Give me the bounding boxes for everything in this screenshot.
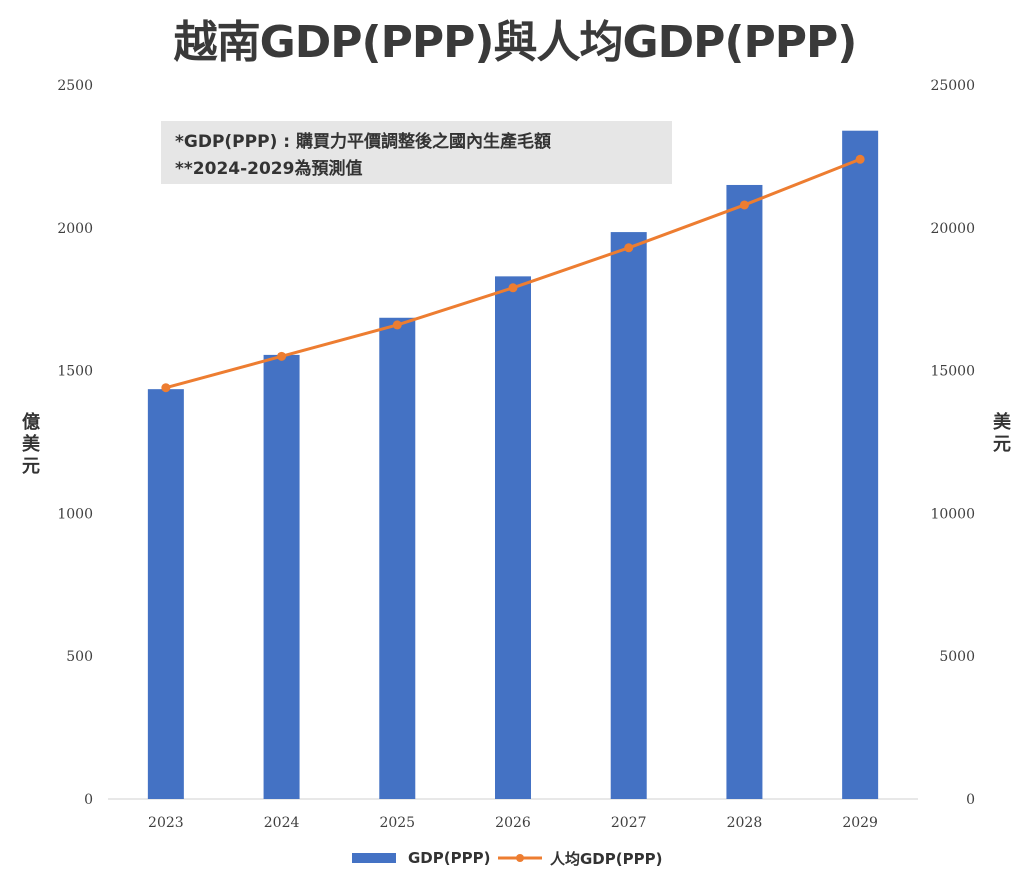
note-box: *GDP(PPP) : 購買力平價調整後之國內生產毛額 **2024-2029為… [161, 121, 672, 184]
legend-bar-swatch [352, 853, 396, 863]
note-line-1: *GDP(PPP) : 購買力平價調整後之國內生產毛額 [175, 132, 551, 152]
gdp-bar-2025 [379, 317, 416, 799]
left-axis-ticks: 0 500 1000 1500 2000 2500 [57, 78, 93, 808]
legend: GDP(PPP) 人均GDP(PPP) [0, 846, 1030, 870]
gdp-bar-2028 [726, 184, 763, 799]
right-axis-title: 美元 [993, 412, 1011, 455]
per-capita-point-2028 [739, 200, 749, 210]
right-tick-label: 5000 [939, 649, 975, 665]
x-tick-label: 2028 [727, 815, 763, 831]
left-tick-label: 1500 [57, 364, 93, 380]
left-tick-label: 1000 [57, 506, 93, 522]
left-tick-label: 2500 [57, 78, 93, 94]
right-axis-ticks: 0 5000 10000 15000 20000 25000 [930, 78, 975, 808]
left-axis-title: 億美元 [22, 412, 40, 477]
legend-item-per-capita: 人均GDP(PPP) [498, 846, 662, 870]
gdp-bar-2024 [263, 354, 300, 799]
x-tick-label: 2029 [842, 815, 878, 831]
left-tick-label: 0 [84, 792, 93, 808]
left-tick-label: 500 [66, 649, 93, 665]
gdp-bars [147, 130, 879, 800]
x-tick-label: 2025 [379, 815, 415, 831]
per-capita-point-2026 [508, 283, 518, 293]
gdp-bar-2023 [147, 389, 184, 799]
per-capita-line [161, 154, 865, 393]
legend-label-gdp: GDP(PPP) [408, 849, 491, 867]
gdp-bar-2027 [610, 232, 647, 800]
gdp-bar-2026 [495, 276, 531, 799]
x-tick-label: 2024 [264, 815, 300, 831]
legend-item-gdp: GDP(PPP) [352, 846, 490, 870]
x-tick-label: 2026 [495, 815, 531, 831]
x-tick-label: 2027 [611, 815, 647, 831]
legend-line-swatch [498, 854, 542, 862]
left-tick-label: 2000 [57, 221, 93, 237]
chart-title: 越南GDP(PPP)與人均GDP(PPP) [173, 17, 858, 68]
right-tick-label: 10000 [930, 506, 975, 522]
right-tick-label: 25000 [930, 78, 975, 94]
x-tick-label: 2023 [148, 815, 184, 831]
per-capita-point-2024 [277, 351, 287, 361]
right-tick-label: 0 [966, 792, 975, 808]
x-axis-ticks: 2023 2024 2025 2026 2027 2028 2029 [148, 815, 878, 831]
gdp-bar-2029 [842, 130, 879, 800]
note-line-2: **2024-2029為預測值 [175, 159, 363, 179]
right-tick-label: 20000 [930, 221, 975, 237]
per-capita-point-2027 [624, 243, 634, 253]
per-capita-point-2025 [392, 320, 402, 330]
per-capita-point-2029 [855, 154, 865, 164]
right-tick-label: 15000 [930, 364, 975, 380]
legend-label-per-capita: 人均GDP(PPP) [550, 849, 663, 868]
per-capita-point-2023 [161, 383, 171, 393]
